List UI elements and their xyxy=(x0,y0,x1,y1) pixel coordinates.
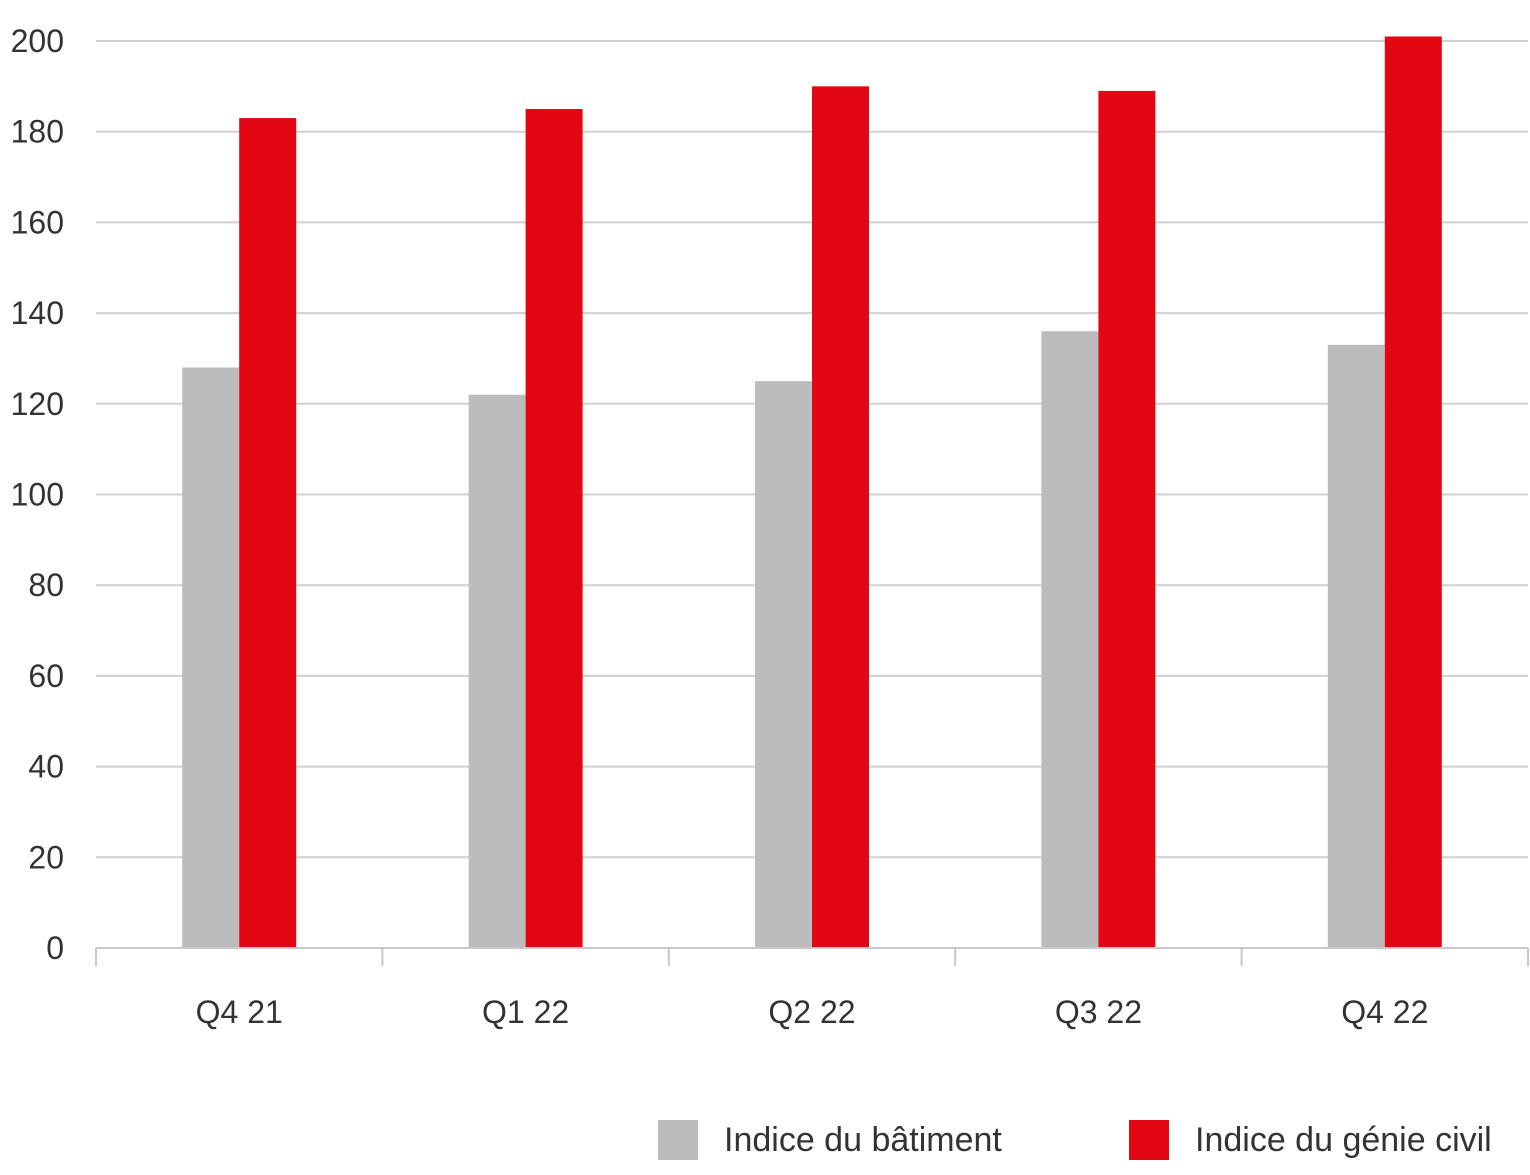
bar-genie-civil-3 xyxy=(1098,90,1156,948)
y-tick-label: 40 xyxy=(28,749,64,785)
y-tick-label: 60 xyxy=(28,658,64,694)
y-tick-label: 120 xyxy=(11,386,64,422)
legend-swatch-batiment xyxy=(658,1120,698,1160)
legend-swatch-genie-civil xyxy=(1129,1120,1169,1160)
bar-genie-civil-2 xyxy=(812,86,869,949)
bar-batiment-1 xyxy=(468,394,526,949)
legend-item-batiment: Indice du bâtiment xyxy=(658,1118,1002,1162)
y-tick-label: 180 xyxy=(11,114,64,150)
x-tick-labels: Q4 21 Q1 22 Q2 22 Q3 22 Q4 22 xyxy=(196,994,1429,1030)
bar-batiment-0 xyxy=(182,367,240,948)
x-axis xyxy=(95,947,1529,966)
bar-genie-civil-0 xyxy=(239,118,297,949)
bar-genie-civil-4 xyxy=(1384,36,1442,948)
bar-chart: 0 20 40 60 80 100 120 140 160 180 200 Q4 21 Q1 22 Q2… xyxy=(11,23,1529,1030)
y-tick-label: 0 xyxy=(46,930,64,966)
bar-batiment-3 xyxy=(1041,331,1099,948)
y-tick-labels: 0 20 40 60 80 100 120 140 160 180 200 xyxy=(11,23,64,966)
legend-item-genie-civil: Indice du génie civil xyxy=(1129,1118,1492,1162)
y-tick-label: 200 xyxy=(11,23,64,59)
x-tick-label: Q2 22 xyxy=(768,994,855,1030)
x-tick-label: Q1 22 xyxy=(482,994,569,1030)
bars xyxy=(182,36,1442,949)
legend-label-batiment: Indice du bâtiment xyxy=(724,1120,1002,1159)
legend-label-genie-civil: Indice du génie civil xyxy=(1195,1120,1492,1159)
legend: Indice du bâtiment Indice du génie civil xyxy=(0,1118,1530,1168)
y-tick-label: 100 xyxy=(11,477,64,513)
x-tick-label: Q4 21 xyxy=(196,994,283,1030)
x-tick-label: Q3 22 xyxy=(1055,994,1142,1030)
bar-batiment-2 xyxy=(755,381,812,948)
x-tick-label: Q4 22 xyxy=(1341,994,1428,1030)
bar-genie-civil-1 xyxy=(525,109,583,948)
y-tick-label: 160 xyxy=(11,204,64,240)
y-tick-label: 140 xyxy=(11,295,64,331)
y-tick-label: 80 xyxy=(28,567,64,603)
y-tick-label: 20 xyxy=(28,839,64,875)
bar-batiment-4 xyxy=(1327,344,1385,949)
